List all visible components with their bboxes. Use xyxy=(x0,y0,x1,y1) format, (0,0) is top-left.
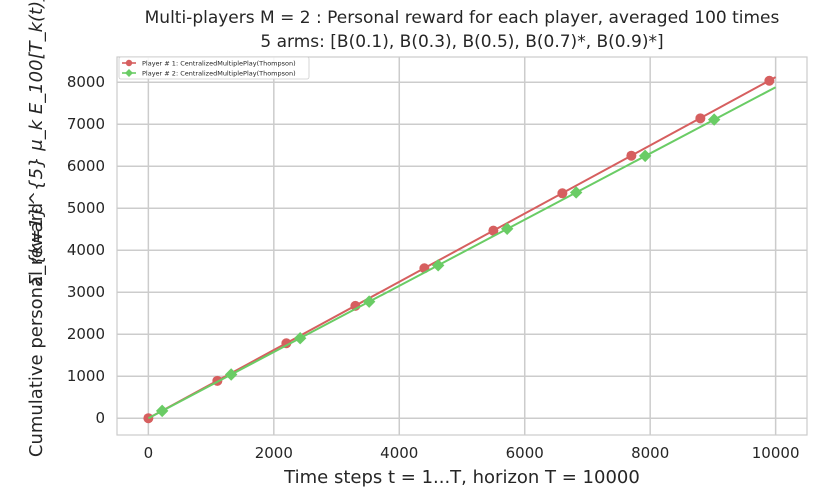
y-tick-labels: 0 1000 2000 3000 4000 5000 6000 7000 8000 xyxy=(67,73,105,427)
data-point-player2 xyxy=(500,222,514,236)
y-tick-label: 0 xyxy=(95,409,105,427)
y-axis-label-math: Σ_{k=1}^{5} μ_k E_100[T_k(t)] xyxy=(26,0,47,286)
legend-box xyxy=(118,56,310,80)
x-tick-label: 2000 xyxy=(255,444,293,462)
data-point-player1 xyxy=(488,225,499,236)
series-line-player1 xyxy=(147,76,777,420)
y-tick-label: 8000 xyxy=(67,73,105,91)
x-tick-label: 6000 xyxy=(506,444,544,462)
data-point-player1 xyxy=(764,75,775,86)
legend-marker-player1 xyxy=(125,59,133,67)
legend: Player # 1: CentralizedMultiplePlay(Thom… xyxy=(118,56,310,80)
data-point-player1 xyxy=(557,188,568,199)
data-point-player2 xyxy=(431,259,445,272)
y-tick-label: 2000 xyxy=(67,325,105,343)
y-tick-label: 3000 xyxy=(67,283,105,301)
data-point-player2 xyxy=(155,404,169,418)
y-tick-label: 1000 xyxy=(67,367,105,385)
series-line-player2 xyxy=(147,86,777,420)
chart-title-line1: Multi-players M = 2 : Personal reward fo… xyxy=(145,8,780,28)
y-tick-label: 5000 xyxy=(67,199,105,217)
y-axis-label: Cumulative personal reward xyxy=(26,203,47,457)
data-point-player2 xyxy=(362,295,376,308)
x-tick-labels: 0 2000 4000 6000 8000 10000 xyxy=(144,444,800,462)
x-axis-label: Time steps t = 1...T, horizon T = 10000 xyxy=(283,467,640,488)
chart-title-line2: 5 arms: [B(0.1), B(0.3), B(0.5), B(0.7)*… xyxy=(260,32,663,52)
x-tick-label: 0 xyxy=(144,444,154,462)
legend-label-player1: Player # 1: CentralizedMultiplePlay(Thom… xyxy=(142,60,296,68)
data-point-player1 xyxy=(695,113,706,124)
data-point-player2 xyxy=(224,368,238,381)
y-tick-label: 6000 xyxy=(67,157,105,175)
data-point-player1 xyxy=(626,150,637,161)
x-tick-label: 8000 xyxy=(631,444,669,462)
gridlines xyxy=(117,57,807,435)
data-point-player2 xyxy=(293,331,307,345)
x-tick-label: 10000 xyxy=(752,444,800,462)
y-tick-label: 4000 xyxy=(67,241,105,259)
x-tick-label: 4000 xyxy=(380,444,418,462)
legend-label-player2: Player # 2: CentralizedMultiplePlay(Thom… xyxy=(142,70,296,78)
y-tick-label: 7000 xyxy=(67,115,105,133)
